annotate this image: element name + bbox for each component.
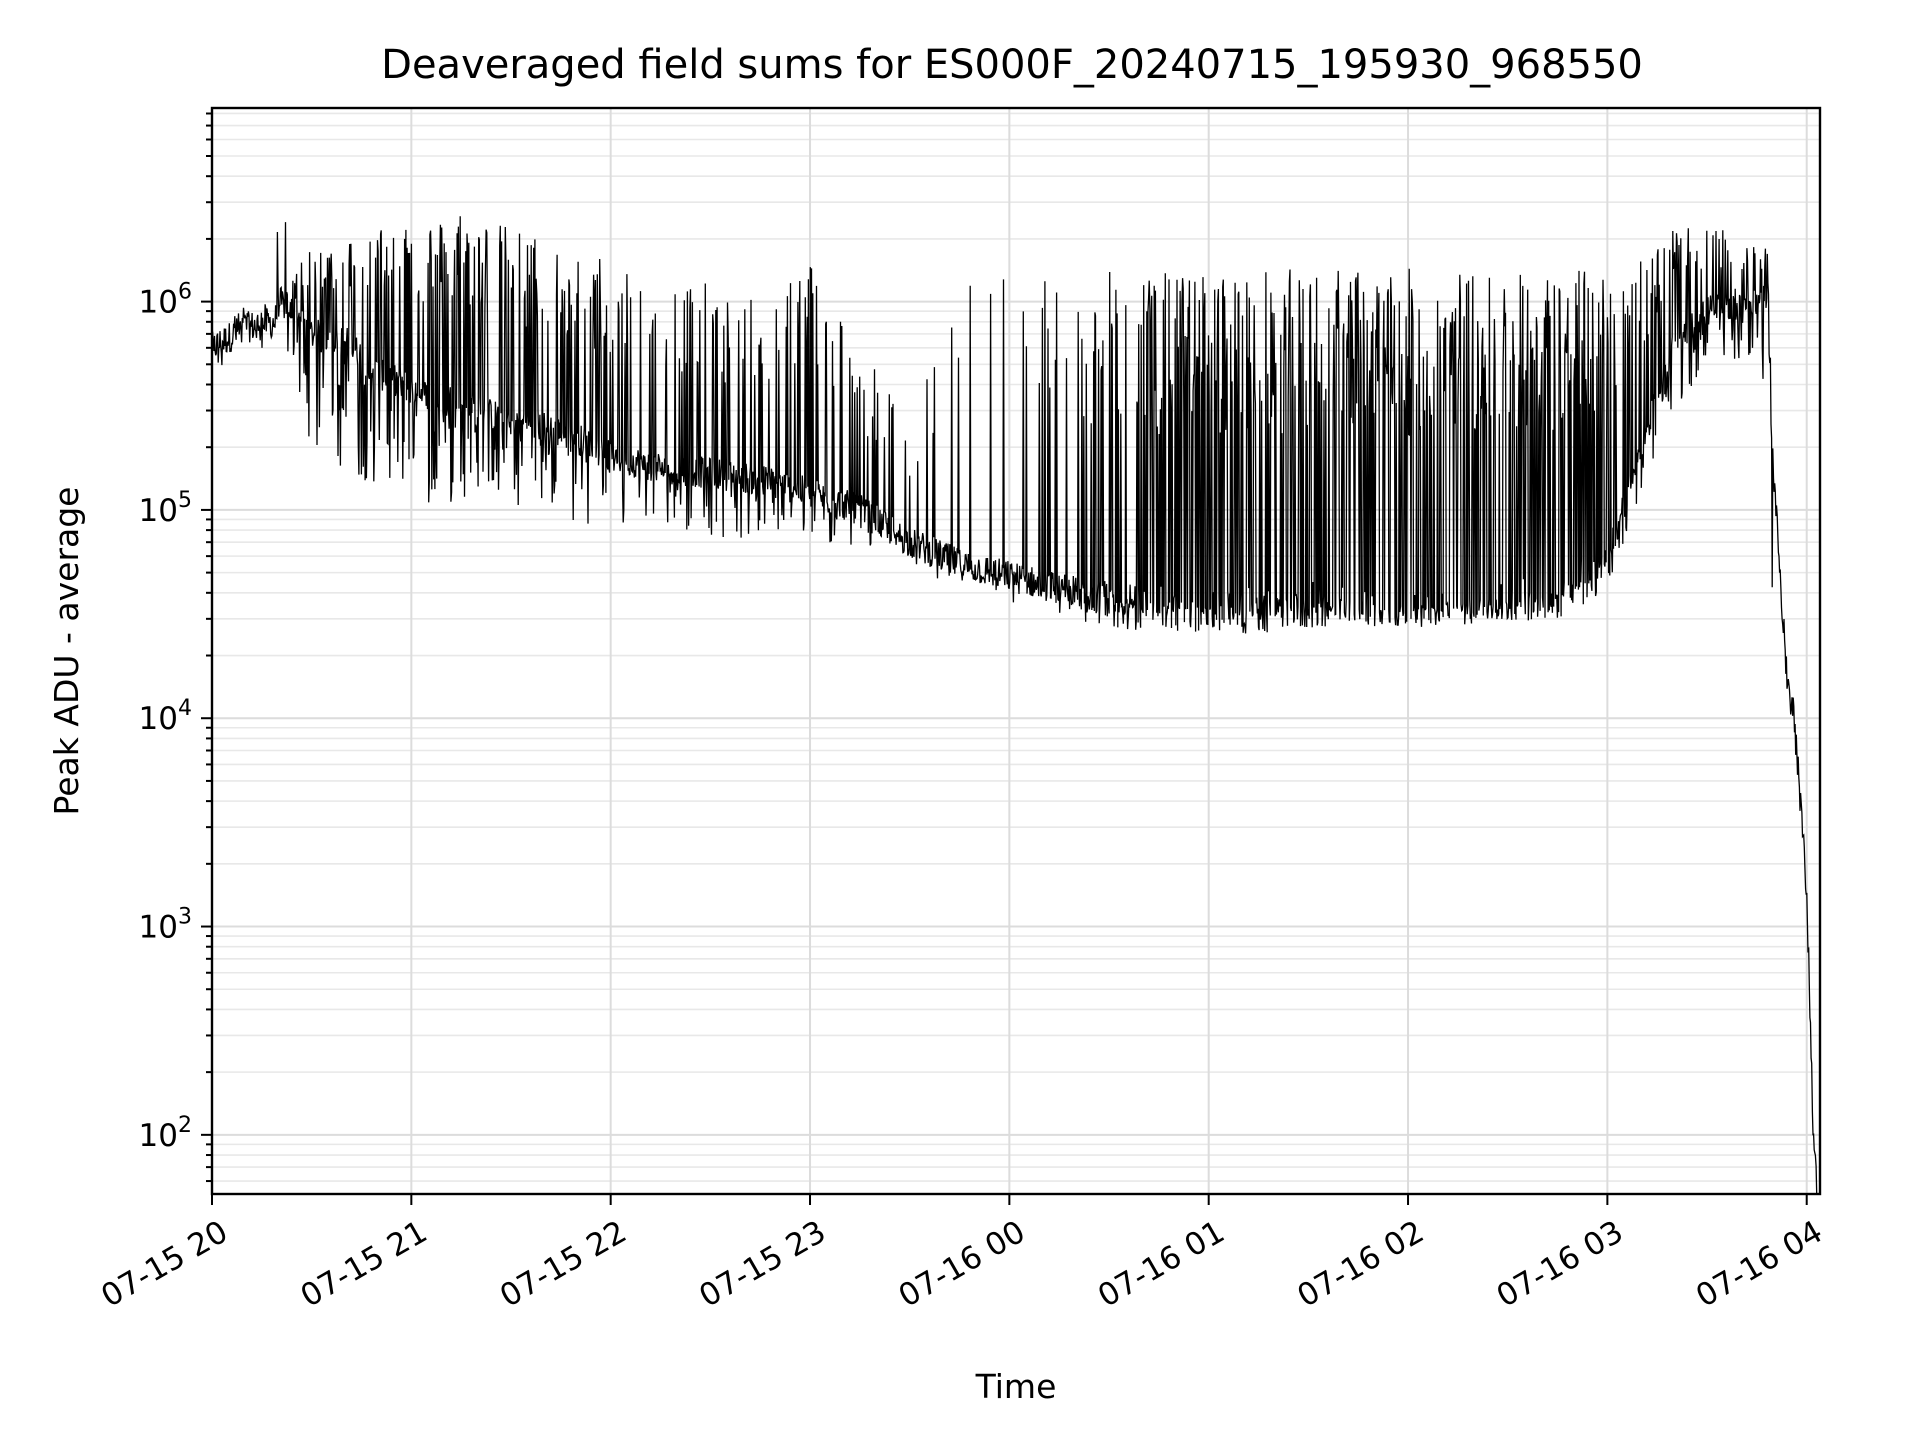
y-tick-label: 104 — [139, 696, 192, 737]
y-tick-label: 106 — [139, 280, 192, 321]
series-line — [212, 216, 1818, 1194]
y-tick-label: 102 — [139, 1113, 192, 1154]
y-axis-ticks: 102 103 104 105 106 — [139, 112, 212, 1183]
data-series — [212, 216, 1818, 1194]
y-tick-label: 105 — [139, 488, 192, 529]
x-axis-label: Time — [975, 1367, 1057, 1406]
chart-title: Deaveraged field sums for ES000F_2024071… — [381, 42, 1643, 88]
plot-frame — [210, 106, 1822, 1196]
y-axis-label: Peak ADU - average — [47, 487, 86, 816]
y-tick-label: 103 — [139, 905, 192, 946]
